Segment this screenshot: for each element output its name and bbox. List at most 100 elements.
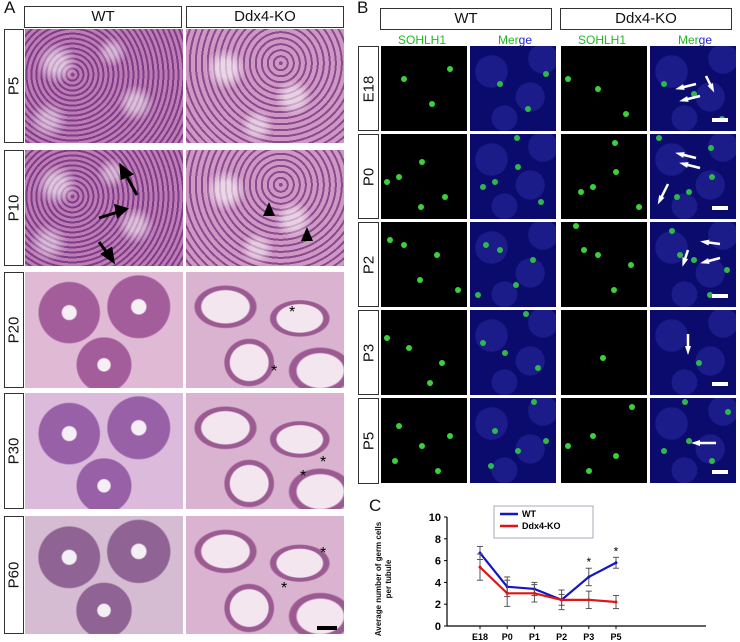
fluor-image-sohlh1-ko-p0 [561,134,647,219]
fluor-image-merge-wt-p0 [470,134,556,219]
germ-cell-signal [525,106,531,112]
legend-label: Ddx4-KO [522,521,561,531]
germ-cell-signal [392,458,398,464]
arrow-annotations [97,162,139,265]
he-image-wt-p20 [25,272,183,388]
panel-b-row-label-p2: P2 [358,222,379,307]
he-image-ko-p60: * * [186,516,344,634]
germ-cell-signal [429,101,435,107]
germ-cell-signal [686,438,692,444]
data-point [587,598,591,602]
germ-cell-signal [709,458,715,464]
germ-cell-signal [497,81,503,87]
germ-cell-signal [636,204,642,210]
germ-cell-signal [483,242,489,248]
panel-a-row-label-p20: P20 [4,272,24,388]
arrowhead-annotations [263,202,313,241]
germ-cell-signal [396,174,402,180]
x-tick-label: P3 [583,632,594,642]
he-image-ko-p10 [186,150,344,266]
germ-cell-signal [492,179,498,185]
germ-cell-signal [401,242,407,248]
panel-a-row-label-p5: P5 [4,29,24,143]
panel-a-header-ko: Ddx4-KO [186,6,344,28]
he-image-ko-p20: * * [186,272,344,388]
germ-cell-signal [661,81,667,87]
germ-cell-signal [515,448,521,454]
arrow-annotations [675,75,715,102]
germ-cell-signal [396,423,402,429]
germ-cell-signal [418,204,424,210]
germ-cell-signal [724,267,730,273]
fluor-image-merge-ko-p2 [650,222,736,307]
svg-text:*: * [300,468,306,485]
scale-bar [712,206,728,210]
germ-cell-signal [669,228,675,234]
scale-bar [712,118,728,122]
fluor-image-sohlh1-wt-e18 [381,46,467,131]
fluor-image-sohlh1-wt-p0 [381,134,467,219]
germ-cell-signal [725,409,731,415]
x-tick-label: P5 [610,632,621,642]
germ-cell-signal [613,453,619,459]
fluor-image-sohlh1-wt-p2 [381,222,467,307]
arrow-head [700,258,710,264]
fluor-image-merge-wt-p2 [470,222,556,307]
fluor-image-merge-wt-p5 [470,398,556,483]
germ-cell-signal [696,360,702,366]
y-tick-label: 4 [435,577,442,589]
fluor-image-sohlh1-ko-p2 [561,222,647,307]
arrow-head [675,84,685,90]
he-image-wt-p30 [25,393,183,509]
he-image-wt-p5 [25,29,183,143]
germ-cell-signal [513,282,519,288]
x-tick-label: E18 [472,632,488,642]
germ-cell-signal [623,111,629,117]
germ-cell-signal [707,292,713,298]
germ-cell-signal [578,189,584,195]
germ-cell-signal [514,135,520,141]
panel-b-row-label-p0: P0 [358,134,379,219]
y-tick-label: 0 [435,621,441,633]
scale-bar [712,382,728,386]
germ-cell-signal [480,184,486,190]
y-tick-label: 6 [435,556,441,568]
svg-text:*: * [271,363,277,380]
he-image-ko-p30: * * [186,393,344,509]
germ-cell-signal [488,463,494,469]
germ-cell-signal [492,428,498,434]
germ-cell-signal [442,194,448,200]
germ-cell-signal [475,292,481,298]
x-tick-label: P2 [556,632,567,642]
germ-cell-signal [661,448,667,454]
germ-cell-signal [682,399,688,405]
y-tick-label: 2 [435,599,441,611]
fluor-image-merge-ko-e18 [650,46,736,131]
arrow-head [682,257,689,267]
data-point [614,561,618,565]
subheader-sohlh1-ko: SOHLH1 [578,33,627,47]
germ-cell-signal [686,189,692,195]
y-tick-label: 10 [429,512,441,524]
data-point [560,598,564,602]
germ-cell-signal [613,169,619,175]
x-tick-label: P0 [502,632,513,642]
germ-cell-signal [417,277,423,283]
germ-cell-signal [628,262,634,268]
panel-b-row-label-p3: P3 [358,310,379,395]
panel-b-letter: B [357,0,369,17]
panel-b-row-label-p5: P5 [358,398,379,484]
fluor-image-sohlh1-ko-p5 [561,398,647,483]
germ-cell-signal [419,443,425,449]
chart-axes: 0 2 4 6 8 10 E18 P0 P1 P2 P3 P5 [429,512,706,642]
germ-cell-signal [455,287,461,293]
y-tick-label: 8 [435,534,441,546]
arrow-head [685,345,691,355]
chart-series: ** [477,544,619,611]
germ-cell-signal [590,184,596,190]
chart-legend: WT Ddx4-KO [493,505,594,539]
arrow-head [700,239,710,246]
asterisk-annotations: * * [281,545,337,630]
germ-cell-signal [691,91,697,97]
